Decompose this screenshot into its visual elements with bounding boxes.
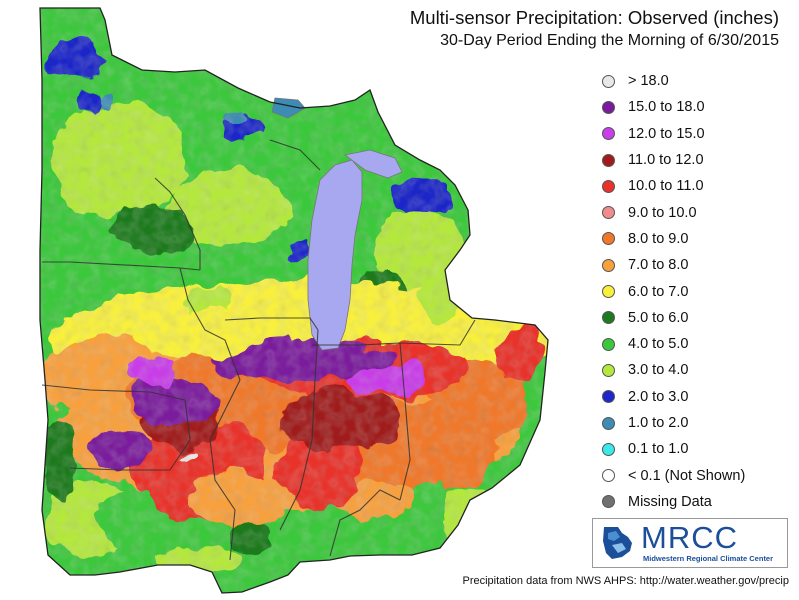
mrcc-logo: MRCC Midwestern Regional Climate Center — [592, 518, 788, 568]
legend-label: 8.0 to 9.0 — [628, 230, 689, 247]
legend-swatch — [602, 495, 615, 509]
legend-item: 4.0 to 5.0 — [596, 331, 796, 357]
legend-swatch — [602, 363, 615, 377]
legend-swatch — [602, 416, 615, 430]
legend-item: 7.0 to 8.0 — [596, 252, 796, 278]
legend-item: 3.0 to 4.0 — [596, 357, 796, 383]
legend-swatch — [602, 127, 615, 141]
legend-swatch — [602, 337, 615, 351]
legend-item: 1.0 to 2.0 — [596, 410, 796, 436]
legend-label: > 18.0 — [628, 73, 669, 90]
legend-label: 3.0 to 4.0 — [628, 362, 689, 379]
legend-label: 0.1 to 1.0 — [628, 441, 689, 458]
legend-swatch — [602, 153, 615, 167]
legend-swatch — [602, 179, 615, 193]
precipitation-legend: > 18.0 15.0 to 18.0 12.0 to 15.0 11.0 to 12… — [596, 68, 796, 515]
legend-swatch — [602, 311, 615, 325]
legend-item: 8.0 to 9.0 — [596, 226, 796, 252]
legend-swatch — [602, 74, 615, 88]
legend-item: 15.0 to 18.0 — [596, 94, 796, 120]
legend-swatch — [602, 390, 615, 404]
legend-label: 1.0 to 2.0 — [628, 415, 689, 431]
map-title: Multi-sensor Precipitation: Observed (in… — [409, 7, 779, 28]
legend-swatch — [602, 100, 615, 114]
legend-label: 15.0 to 18.0 — [628, 99, 705, 116]
legend-item: 10.0 to 11.0 — [596, 173, 796, 199]
legend-item: < 0.1 (Not Shown) — [596, 462, 796, 488]
legend-label: 2.0 to 3.0 — [628, 388, 689, 405]
legend-swatch — [602, 469, 615, 483]
legend-item: 5.0 to 6.0 — [596, 305, 796, 331]
legend-item: > 18.0 — [596, 68, 796, 94]
legend-label: 4.0 to 5.0 — [628, 336, 689, 353]
source-footer: Precipitation data from NWS AHPS: http:/… — [462, 575, 790, 587]
legend-item: Missing Data — [596, 489, 796, 515]
legend-item: 12.0 to 15.0 — [596, 121, 796, 147]
legend-label: 5.0 to 6.0 — [628, 309, 689, 326]
logo-name: MRCC — [641, 520, 738, 555]
legend-swatch — [602, 442, 615, 456]
legend-label: 7.0 to 8.0 — [628, 257, 689, 274]
legend-item: 2.0 to 3.0 — [596, 384, 796, 410]
map-subtitle: 30-Day Period Ending the Morning of 6/30… — [440, 32, 779, 49]
legend-label: 9.0 to 10.0 — [628, 204, 697, 221]
legend-label: 12.0 to 15.0 — [628, 125, 705, 142]
legend-swatch — [602, 232, 615, 246]
state-county-borders — [41, 139, 476, 561]
legend-item: 11.0 to 12.0 — [596, 147, 796, 173]
logo-subtitle: Midwestern Regional Climate Center — [643, 554, 774, 563]
legend-label: 6.0 to 7.0 — [628, 283, 689, 300]
midwest-map-icon — [603, 527, 632, 559]
legend-swatch — [602, 206, 615, 220]
legend-item: 6.0 to 7.0 — [596, 278, 796, 304]
title-block: Multi-sensor Precipitation: Observed (in… — [410, 6, 779, 52]
legend-label: < 0.1 (Not Shown) — [628, 467, 746, 484]
legend-label: 10.0 to 11.0 — [628, 178, 704, 195]
great-lakes — [271, 97, 403, 351]
legend-swatch — [602, 285, 615, 299]
legend-label: Missing Data — [628, 493, 712, 510]
legend-item: 9.0 to 10.0 — [596, 199, 796, 225]
legend-item: 0.1 to 1.0 — [596, 436, 796, 462]
legend-label: 11.0 to 12.0 — [628, 152, 704, 169]
legend-swatch — [602, 258, 615, 272]
